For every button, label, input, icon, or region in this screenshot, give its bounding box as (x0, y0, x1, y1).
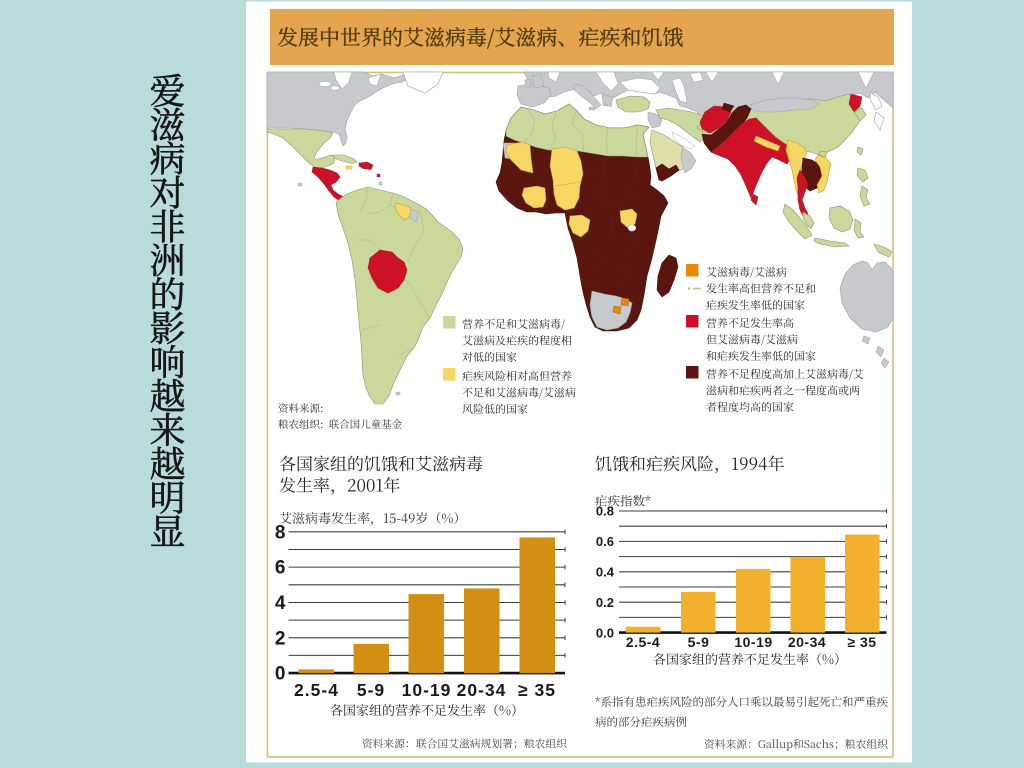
svg-text:8: 8 (275, 522, 286, 543)
svg-text:2.5-4: 2.5-4 (294, 680, 339, 700)
svg-text:≥ 35: ≥ 35 (847, 634, 876, 650)
svg-text:0.6: 0.6 (596, 534, 614, 549)
svg-text:4: 4 (275, 593, 286, 614)
svg-text:20-34: 20-34 (457, 680, 507, 700)
svg-text:0.2: 0.2 (596, 595, 614, 610)
svg-text:20-34: 20-34 (788, 634, 826, 650)
svg-text:≥ 35: ≥ 35 (518, 680, 556, 700)
svg-text:10-19: 10-19 (734, 634, 772, 650)
svg-text:0.8: 0.8 (596, 504, 614, 519)
svg-text:0.0: 0.0 (596, 625, 614, 640)
svg-text:0.4: 0.4 (596, 565, 615, 580)
svg-text:2.5-4: 2.5-4 (626, 634, 660, 650)
svg-text:6: 6 (275, 558, 286, 579)
svg-text:0: 0 (275, 664, 286, 685)
svg-text:5-9: 5-9 (357, 680, 385, 700)
svg-text:2: 2 (275, 628, 286, 649)
svg-text:5-9: 5-9 (688, 634, 710, 650)
svg-text:10-19: 10-19 (402, 680, 452, 700)
